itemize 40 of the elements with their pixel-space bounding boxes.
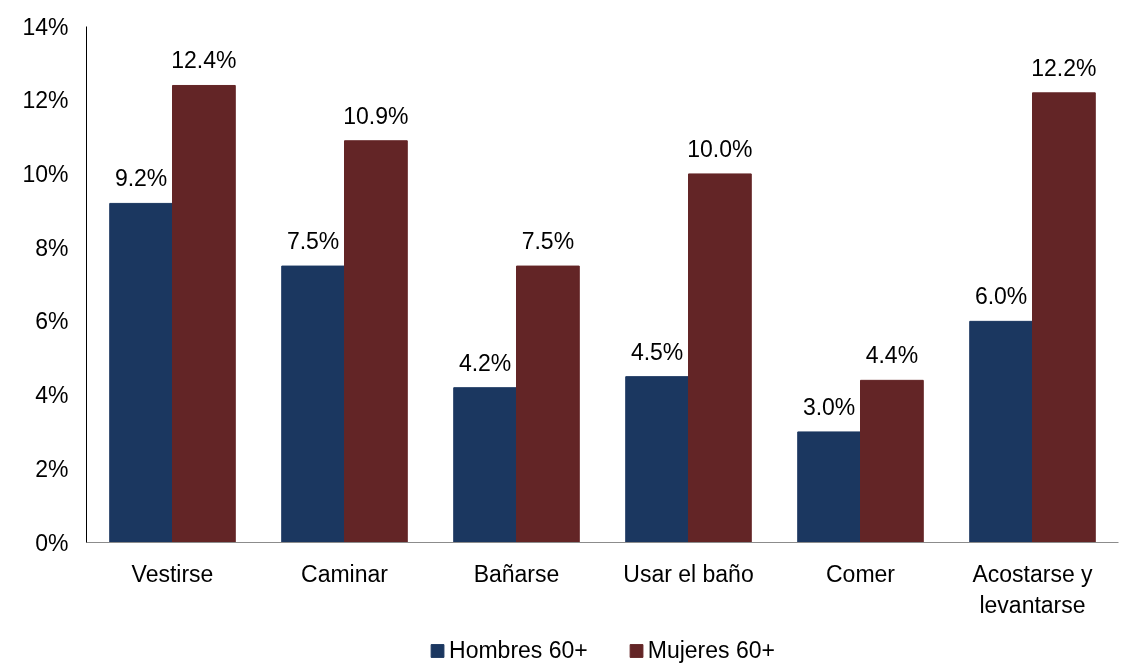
y-tick-label: 4% bbox=[35, 382, 69, 409]
y-tick-label: 2% bbox=[35, 455, 69, 482]
data-label: 10.9% bbox=[343, 102, 409, 129]
y-tick-label: 12% bbox=[22, 87, 69, 114]
legend-label: Hombres 60+ bbox=[449, 636, 588, 664]
bar bbox=[109, 202, 173, 543]
y-tick-label: 6% bbox=[35, 308, 69, 335]
data-label: 12.4% bbox=[171, 47, 237, 74]
bar bbox=[797, 431, 861, 543]
y-tick-label: 8% bbox=[35, 234, 69, 261]
data-label: 3.0% bbox=[802, 393, 856, 420]
data-label: 7.5% bbox=[521, 228, 575, 255]
y-tick-label: 0% bbox=[35, 529, 69, 556]
x-tick-label: Caminar bbox=[301, 560, 389, 587]
x-tick-label: Usar el baño bbox=[623, 560, 754, 587]
data-label: 7.5% bbox=[286, 228, 340, 255]
bar bbox=[516, 265, 580, 543]
x-tick-label: Bañarse bbox=[473, 560, 560, 587]
bar bbox=[453, 387, 517, 543]
data-label: 4.4% bbox=[865, 342, 919, 369]
bar bbox=[344, 140, 408, 543]
bar bbox=[281, 265, 345, 543]
data-label: 12.2% bbox=[1031, 54, 1097, 81]
y-tick-label: 14% bbox=[22, 13, 69, 40]
bar bbox=[625, 376, 689, 543]
bar bbox=[688, 173, 752, 543]
bar bbox=[969, 320, 1033, 543]
data-label: 6.0% bbox=[974, 283, 1028, 310]
legend-label: Mujeres 60+ bbox=[647, 636, 775, 664]
x-tick-label: Vestirse bbox=[131, 560, 214, 587]
data-label: 9.2% bbox=[114, 165, 168, 192]
data-label: 4.2% bbox=[458, 349, 512, 376]
bar bbox=[172, 84, 236, 543]
data-label: 4.5% bbox=[630, 338, 684, 365]
data-label: 10.0% bbox=[687, 135, 753, 162]
x-tick-label: Comer bbox=[825, 560, 896, 587]
y-tick-label: 10% bbox=[22, 160, 69, 187]
bar bbox=[860, 379, 924, 543]
bar bbox=[1032, 92, 1096, 543]
x-tick-label: Acostarse y levantarse bbox=[972, 560, 1094, 618]
